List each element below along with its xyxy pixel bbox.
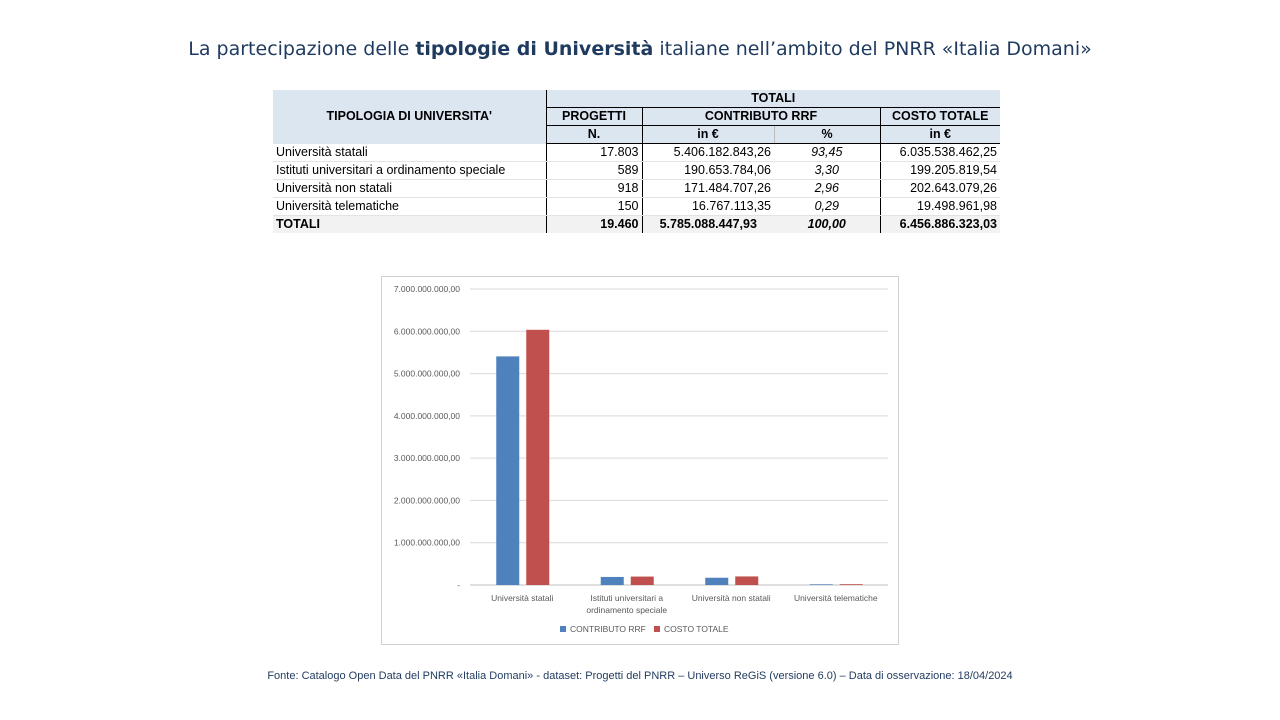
y-tick-label: 2.000.000.000,00 [394,495,460,505]
cell-label: Istituti universitari a ordinamento spec… [273,161,546,180]
y-tick-label: 4.000.000.000,00 [394,411,460,421]
bar-costo [526,329,550,585]
header-tipologia: TIPOLOGIA DI UNIVERSITA' [273,90,546,144]
header-totali: TOTALI [545,90,1000,108]
chart-svg: - 1.000.000.000,00 2.000.000.000,00 3.000.0… [394,284,888,634]
cell-costo: 6.035.538.462,25 [879,143,1000,162]
bar-chart: - 1.000.000.000,00 2.000.000.000,00 3.000.0… [381,276,899,645]
header-in-eur-2: in € [879,125,1000,144]
total-costo: 6.456.886.323,03 [879,215,1000,233]
cell-contrib: 5.406.182.843,26 [641,143,774,162]
bar-contributo [600,576,624,585]
table-row: Istituti universitari a ordinamento spec… [273,161,1000,180]
table-row: Università non statali 918 171.484.707,26 2… [273,179,1000,198]
y-tick-label: 5.000.000.000,00 [394,369,460,379]
x-tick-label: Istituti universitari a [590,593,663,603]
total-contrib: 5.785.088.447,93 [641,215,774,233]
cell-pct: 2,96 [774,179,880,198]
cell-contrib: 16.767.113,35 [641,197,774,216]
cell-contrib: 190.653.784,06 [641,161,774,180]
legend-swatch [654,626,660,632]
x-tick-label: Università non statali [692,593,771,603]
cell-pct: 93,45 [774,143,880,162]
header-n: N. [545,125,642,144]
cell-pct: 0,29 [774,197,880,216]
header-in-eur: in € [641,125,774,144]
total-n: 19.460 [545,215,642,233]
y-tick-label: 3.000.000.000,00 [394,453,460,463]
y-tick-label: 6.000.000.000,00 [394,326,460,336]
page-title: La partecipazione delle tipologie di Uni… [0,38,1280,60]
data-table: TIPOLOGIA DI UNIVERSITA' TOTALI PROGETTI C… [273,90,1000,233]
legend-label: COSTO TOTALE [664,624,729,634]
cell-pct: 3,30 [774,161,880,180]
cell-label: Università statali [273,143,546,162]
cell-label: Università telematiche [273,197,546,216]
table-row: Università statali 17.803 5.406.182.843,26… [273,143,1000,162]
source-footer: Fonte: Catalogo Open Data del PNRR «Ital… [267,670,1013,682]
bar-costo [630,576,654,585]
bar-contributo [496,356,520,585]
x-tick-label: Università statali [491,593,553,603]
header-costo: COSTO TOTALE [879,107,1000,126]
bar-contributo [705,577,729,585]
x-tick-label: ordinamento speciale [586,605,667,615]
cell-costo: 199.205.819,54 [879,161,1000,180]
header-contributo: CONTRIBUTO RRF [641,107,880,126]
y-tick-label: 1.000.000.000,00 [394,538,460,548]
total-row: TOTALI 19.460 5.785.088.447,93 100,00 6.456.… [273,215,1000,233]
cell-costo: 19.498.961,98 [879,197,1000,216]
total-label: TOTALI [273,215,546,233]
table-row: Università telematiche 150 16.767.113,35 0,… [273,197,1000,216]
y-tick-label: - [457,580,460,590]
legend-swatch [560,626,566,632]
title-bold: tipologie di Università [415,38,654,60]
cell-label: Università non statali [273,179,546,198]
cell-n: 150 [545,197,642,216]
cell-n: 589 [545,161,642,180]
cell-contrib: 171.484.707,26 [641,179,774,198]
bar-contributo [809,584,833,585]
legend-label: CONTRIBUTO RRF [570,624,646,634]
total-pct: 100,00 [774,215,880,233]
cell-costo: 202.643.079,26 [879,179,1000,198]
title-pre: La partecipazione delle [188,38,416,60]
cell-n: 918 [545,179,642,198]
title-post: italiane nell’ambito del PNRR «Italia Do… [653,38,1092,60]
bar-costo [735,576,759,585]
x-tick-label: Università telematiche [794,593,878,603]
y-tick-label: 7.000.000.000,00 [394,284,460,294]
bar-costo [839,584,863,585]
cell-n: 17.803 [545,143,642,162]
header-progetti: PROGETTI [545,107,642,126]
header-pct: % [773,125,880,144]
